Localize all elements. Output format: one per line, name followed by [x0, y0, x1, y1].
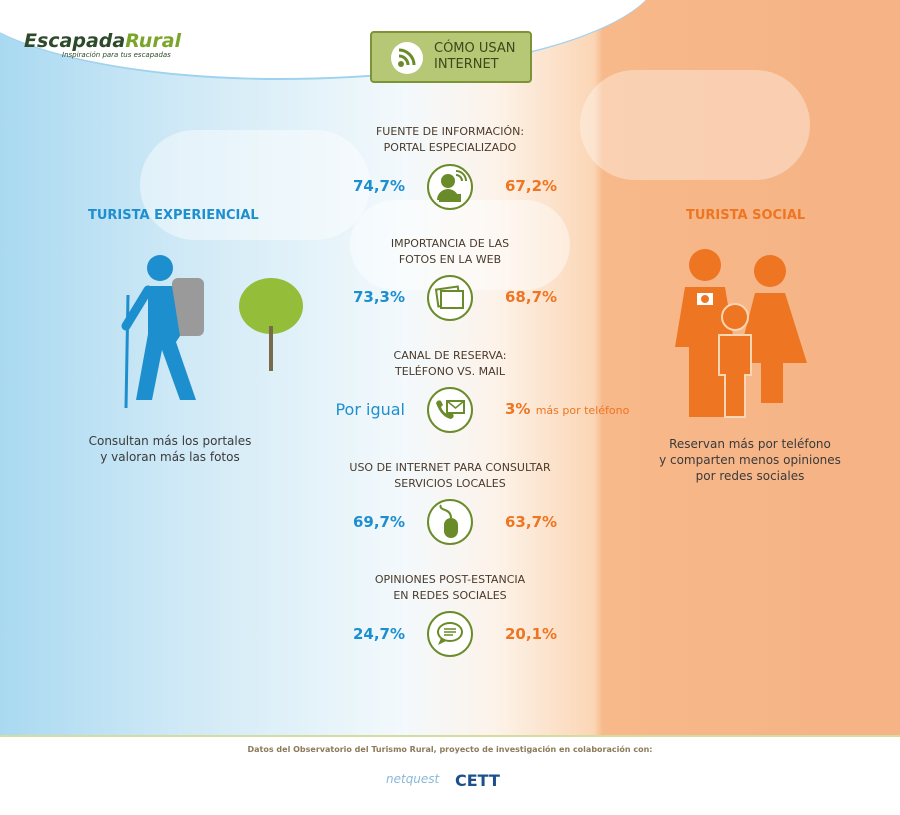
right-value: 20,1% [505, 625, 558, 643]
left-value: 69,7% [352, 513, 405, 531]
page-title: CÓMO USAN INTERNET [434, 41, 516, 72]
right-segment-label: TURISTA SOCIAL [686, 208, 806, 223]
wifi-icon [391, 42, 423, 74]
cloud [580, 70, 810, 180]
row-title: FUENTE DE INFORMACIÓN: PORTAL ESPECIALIZA… [375, 125, 525, 154]
right-value: 3% más por teléfono [505, 400, 630, 418]
left-description: Consultan más los portales y valoran más … [88, 434, 252, 464]
right-value: 63,7% [505, 513, 558, 531]
title-box: CÓMO USAN INTERNET [370, 31, 532, 83]
mouse-icon [427, 499, 473, 545]
right-value: 68,7% [505, 288, 558, 306]
left-value: 73,3% [352, 288, 405, 306]
user-computer-icon [427, 164, 473, 210]
row-title: USO DE INTERNET PARA CONSULTAR SERVICIOS … [349, 461, 551, 490]
left-value: Por igual [335, 400, 405, 419]
photos-icon [427, 275, 473, 321]
family-figure [675, 249, 807, 418]
chat-bubble-icon [427, 611, 473, 657]
footer [0, 735, 900, 815]
left-value: 24,7% [352, 625, 405, 643]
phone-mail-icon [427, 387, 473, 433]
row-title: OPINIONES POST-ESTANCIA EN REDES SOCIALES [374, 573, 526, 602]
netquest-logo: netquest [386, 772, 440, 786]
footer-credit: Datos del Observatorio del Turismo Rural… [247, 745, 653, 754]
logo-tagline: Inspiración para tus escapadas [62, 51, 171, 59]
row-title: IMPORTANCIA DE LAS FOTOS EN LA WEB [390, 237, 510, 266]
cloud [140, 130, 370, 240]
cloud [350, 200, 570, 290]
cett-logo: CETT [455, 771, 500, 790]
left-value: 74,7% [352, 177, 405, 195]
tree-icon [239, 278, 303, 371]
right-description: Reservan más por teléfono y comparten men… [659, 437, 841, 483]
hiker-figure [121, 255, 204, 409]
right-value: 67,2% [505, 177, 558, 195]
logo[interactable]: EscapadaRural [24, 30, 182, 52]
row-title: CANAL DE RESERVA: TELÉFONO VS. MAIL [393, 349, 507, 378]
left-segment-label: TURISTA EXPERIENCIAL [88, 208, 259, 223]
